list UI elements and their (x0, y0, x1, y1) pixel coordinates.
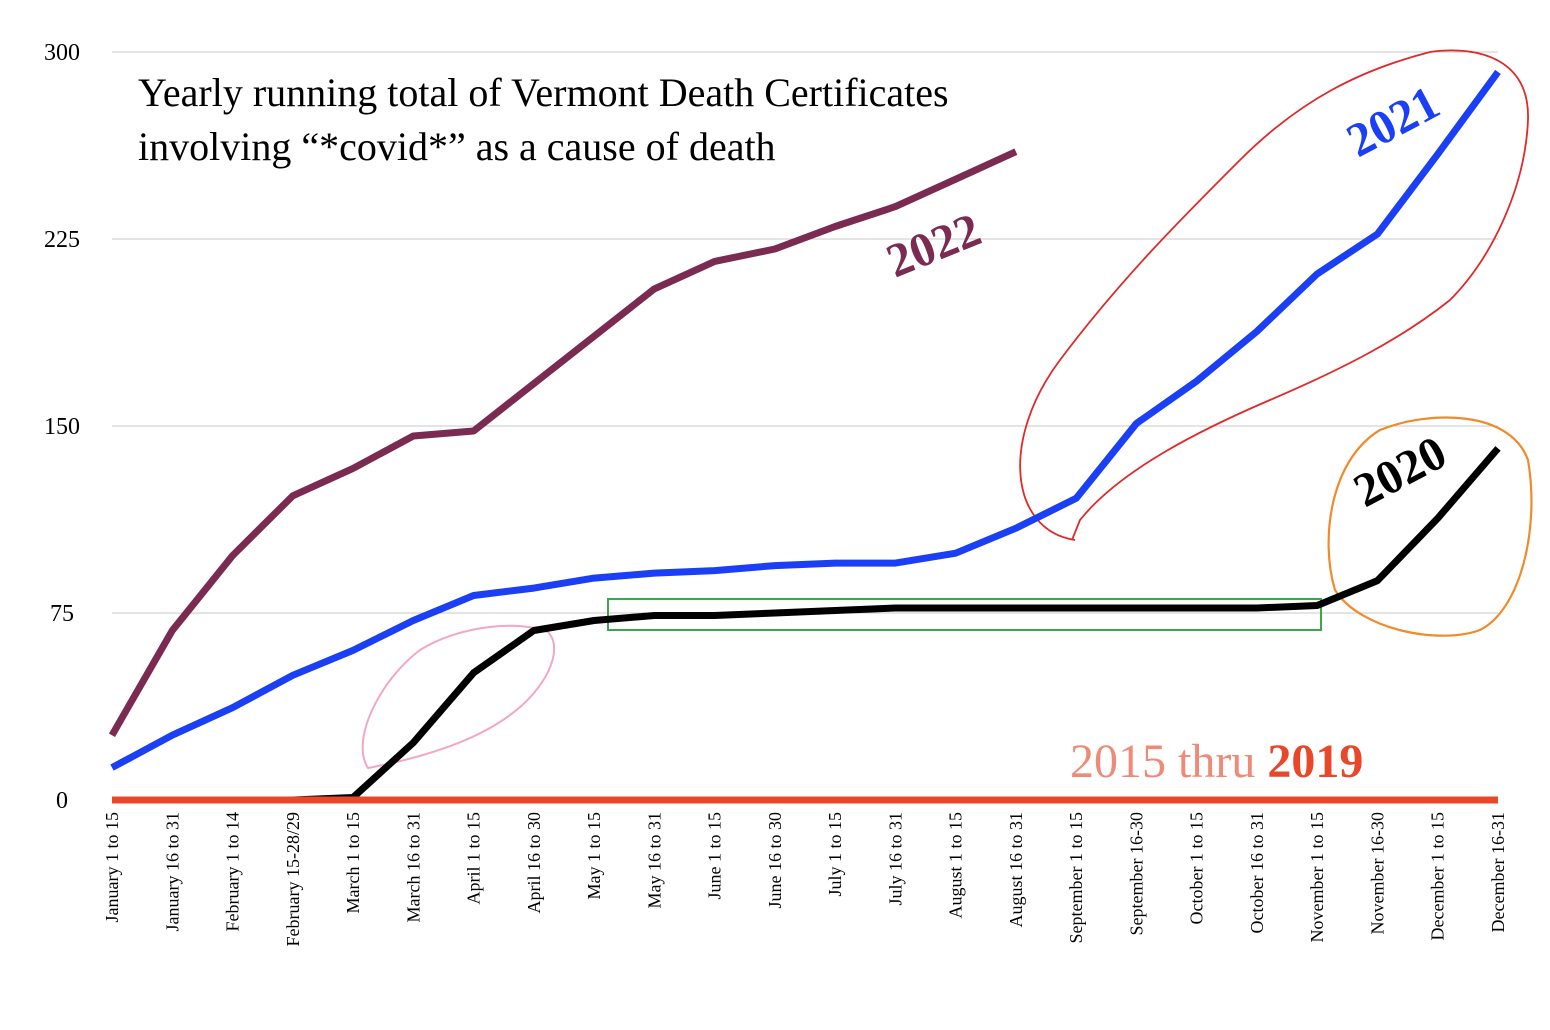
x-tick-label: July 1 to 15 (825, 812, 845, 897)
series-layer (108, 69, 1501, 804)
x-axis-ticks: January 1 to 15 January 16 to 31 February … (102, 812, 1508, 946)
x-tick-label: May 1 to 15 (584, 812, 604, 900)
baseline-label-strong: 2019 (1267, 735, 1363, 788)
x-tick-label: January 16 to 31 (162, 812, 182, 931)
x-tick-label: October 1 to 15 (1187, 812, 1207, 924)
x-tick-label: August 16 to 31 (1006, 812, 1026, 928)
x-tick-label: August 1 to 15 (946, 812, 966, 919)
x-tick-label: February 1 to 14 (223, 812, 243, 931)
x-tick-label: July 16 to 31 (885, 812, 905, 906)
x-tick-label: April 16 to 30 (524, 812, 544, 914)
x-tick-label: December 1 to 15 (1428, 812, 1448, 940)
x-tick-label: June 16 to 30 (765, 812, 785, 909)
y-tick-label: 150 (44, 414, 80, 440)
x-tick-label: March 1 to 15 (343, 812, 363, 913)
x-tick-label: October 16 to 31 (1247, 812, 1267, 933)
x-tick-label: September 1 to 15 (1066, 812, 1086, 943)
y-tick-label: 0 (56, 788, 68, 814)
annotation-red-loop (1019, 49, 1529, 541)
annotation-orange-loop (1327, 416, 1533, 637)
series-label-2022: 2022 (879, 203, 988, 288)
x-tick-label: November 1 to 15 (1307, 812, 1327, 942)
series-label-2020: 2020 (1345, 426, 1455, 518)
series-line-2022 (108, 148, 1018, 737)
series-line-2021 (110, 69, 1501, 771)
x-tick-label: June 1 to 15 (705, 812, 725, 900)
y-tick-label: 300 (44, 40, 80, 66)
x-tick-label: February 15-28/29 (283, 812, 303, 946)
chart-title: Yearly running total of Vermont Death Ce… (138, 70, 959, 169)
series-label-2021: 2021 (1338, 76, 1448, 168)
chart-title-line-2: involving “*covid*” as a cause of death (138, 124, 776, 169)
baseline-label-prefix: 2015 thru (1070, 735, 1267, 788)
x-tick-label: April 1 to 15 (464, 812, 484, 905)
x-tick-label: November 16-30 (1367, 812, 1387, 934)
chart-title-line-1: Yearly running total of Vermont Death Ce… (138, 70, 949, 115)
annotations (361, 49, 1533, 770)
x-tick-label: December 16-31 (1488, 812, 1508, 932)
baseline-label: 2015 thru 2019 (1070, 735, 1363, 788)
y-tick-label: 225 (44, 227, 80, 253)
y-tick-label: 75 (50, 601, 74, 627)
x-tick-label: March 16 to 31 (403, 812, 423, 922)
y-axis-ticks: 0 75 150 225 300 (44, 40, 80, 814)
x-tick-label: May 16 to 31 (644, 812, 664, 909)
annotation-green-box (607, 598, 1322, 631)
x-tick-label: September 16-30 (1126, 812, 1146, 935)
x-tick-label: January 1 to 15 (102, 812, 122, 922)
annotation-pink-loop (361, 624, 556, 770)
